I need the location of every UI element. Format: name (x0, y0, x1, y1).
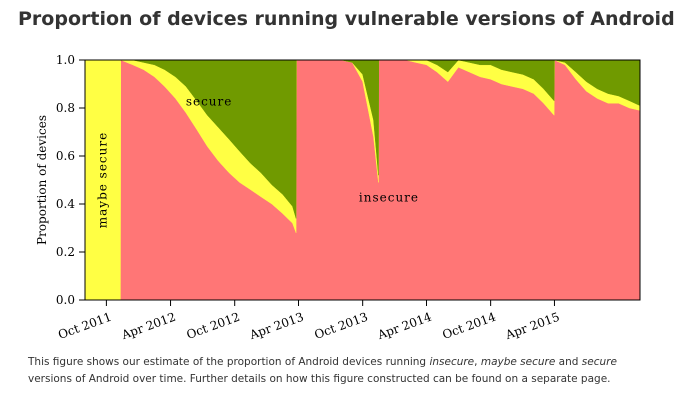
caption-text: versions of Android over time. Further d… (28, 373, 611, 385)
x-tick-label: Apr 2013 (247, 310, 306, 343)
y-axis: 0.0 0.2 0.4 0.6 0.8 1.0 (56, 53, 85, 307)
y-axis-label: Proportion of devices (35, 115, 49, 245)
caption-maybe-secure: maybe secure (480, 356, 556, 368)
annotation-insecure: insecure (359, 191, 419, 205)
y-tick-label: 0.4 (56, 197, 75, 211)
y-tick-label: 0.2 (56, 245, 75, 259)
area-insecure (85, 59, 641, 301)
x-axis: Oct 2011 Apr 2012 Oct 2012 Apr 2013 Oct 2013… (56, 300, 561, 342)
caption-text: , (474, 356, 481, 368)
figure-caption: This figure shows our estimate of the pr… (28, 354, 658, 388)
x-tick-label: Oct 2014 (441, 310, 499, 342)
y-tick-label: 1.0 (56, 53, 75, 67)
caption-text: and (555, 356, 582, 368)
y-tick-label: 0.0 (56, 293, 75, 307)
x-tick-label: Oct 2013 (313, 310, 370, 342)
annotation-secure: secure (186, 95, 233, 109)
chart-areas (84, 59, 641, 301)
caption-secure: secure (581, 356, 617, 368)
x-tick-label: Oct 2011 (56, 310, 113, 342)
x-tick-label: Oct 2012 (185, 310, 242, 342)
chart: 0.0 0.2 0.4 0.6 0.8 1.0 Oct 2011 Apr 2012 Oct 2… (0, 40, 680, 345)
x-tick-label: Apr 2014 (375, 310, 434, 343)
page-title: Proportion of devices running vulnerable… (18, 8, 675, 30)
x-tick-label: Apr 2012 (119, 310, 178, 343)
y-tick-label: 0.6 (56, 149, 75, 163)
y-tick-label: 0.8 (56, 101, 75, 115)
annotation-maybe-secure: maybe secure (96, 132, 110, 228)
caption-insecure: insecure (429, 356, 475, 368)
area-chart: 0.00.20.40.60.81.0 Oct 2011 Apr 2012 Oct 2… (35, 53, 641, 342)
caption-text: This figure shows our estimate of the pr… (28, 356, 430, 368)
x-tick-label: Apr 2015 (503, 310, 562, 343)
